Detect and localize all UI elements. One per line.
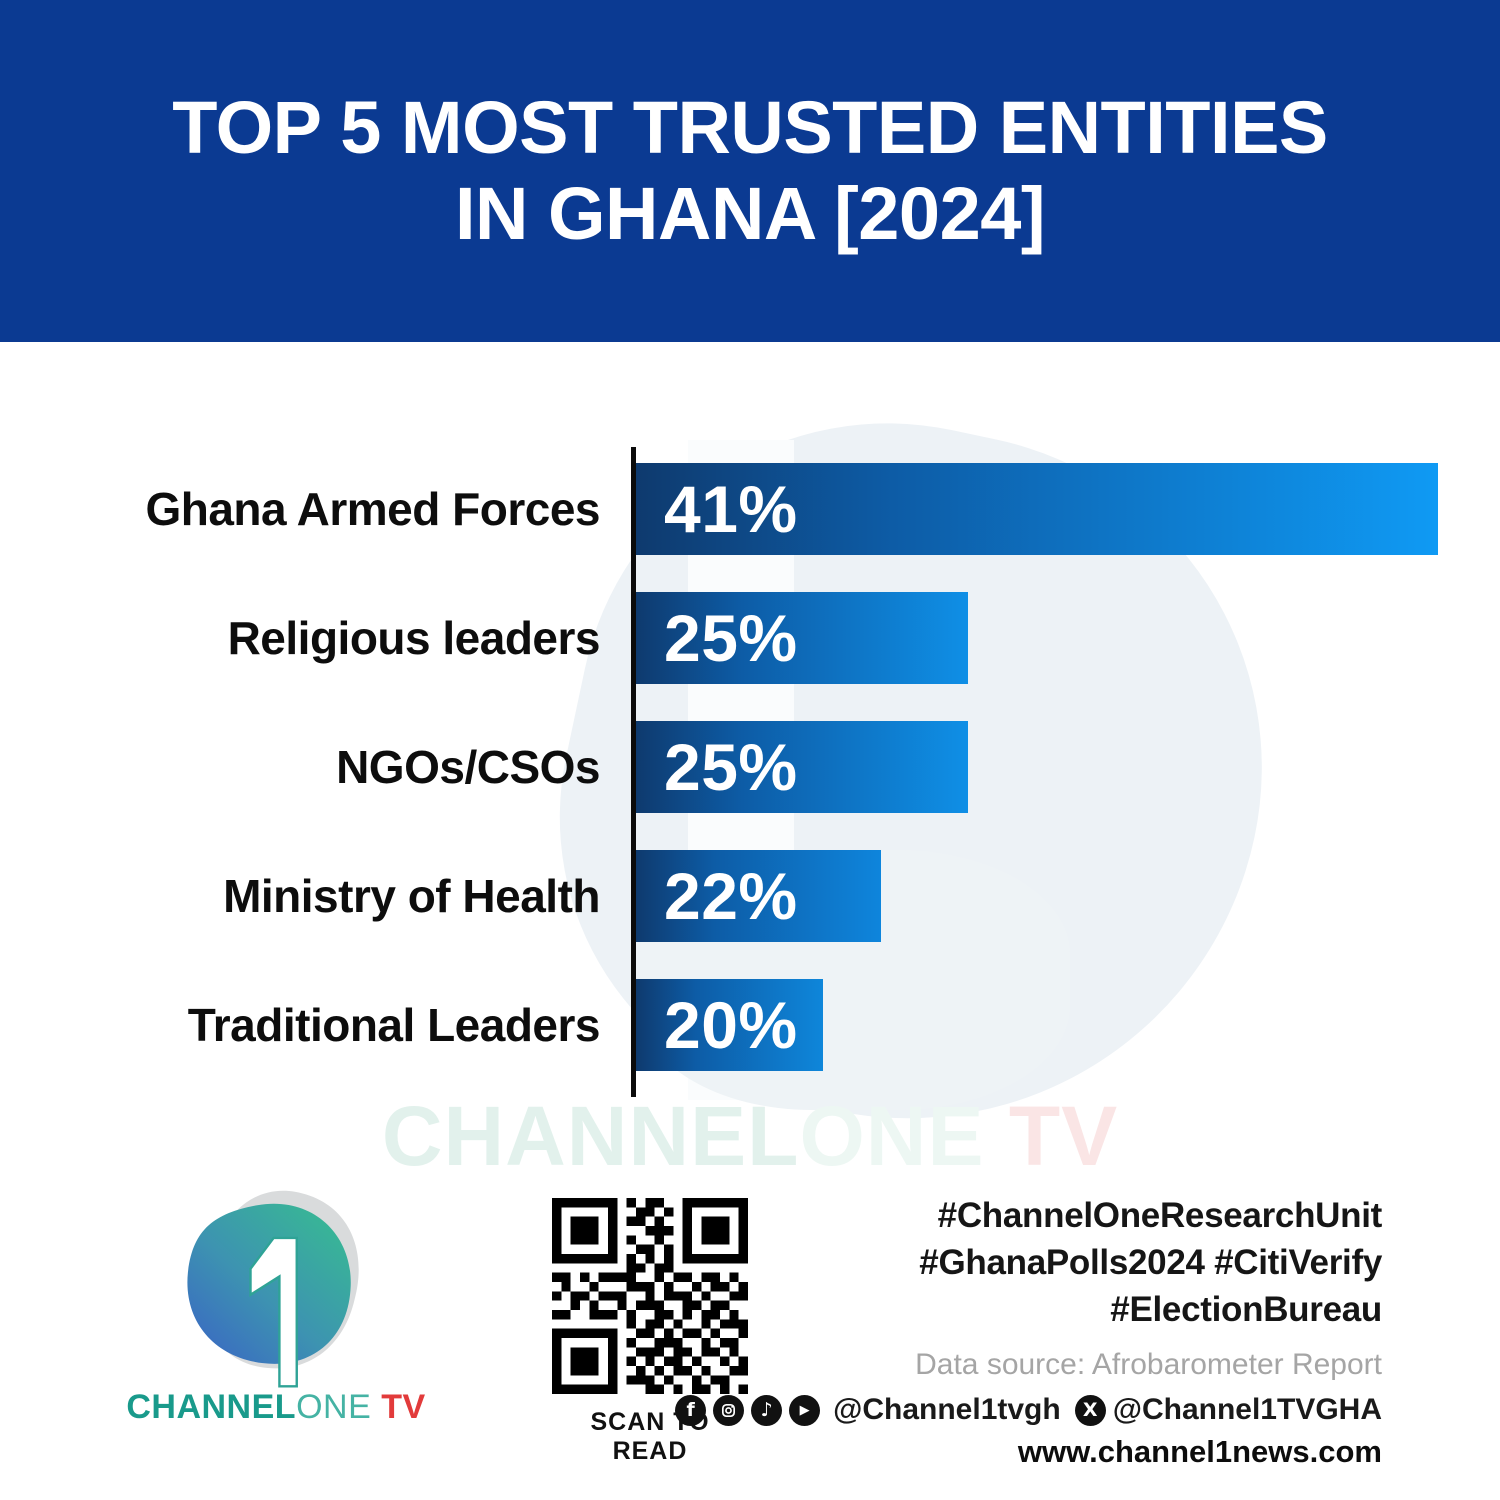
bar-value-label: 25% — [664, 730, 798, 804]
watermark-channel: CHANNEL — [381, 1089, 800, 1183]
x-icon: X — [1074, 1394, 1106, 1426]
hashtag-line: #ChannelOneResearchUnit — [937, 1196, 1383, 1235]
social-handle-x: @Channel1TVGHA — [1112, 1393, 1382, 1426]
bar-value-label: 22% — [664, 859, 798, 933]
logo-wordmark-one: ONE — [296, 1388, 372, 1426]
logo-wordmark-channel: CHANNEL — [126, 1388, 297, 1426]
instagram-icon — [713, 1394, 745, 1426]
bar-1: 25% — [636, 592, 968, 684]
channelone-tv-watermark: CHANNELONE TV — [150, 1088, 1350, 1185]
bar-2: 25% — [636, 721, 968, 813]
hashtag-line: #GhanaPolls2024 #CitiVerify — [919, 1243, 1382, 1282]
watermark-tv: TV — [984, 1089, 1119, 1183]
logo-wordmark: CHANNELONE TV — [108, 1388, 444, 1427]
chart-axis-line — [631, 447, 636, 1097]
bar-value-label: 25% — [664, 601, 798, 675]
facebook-icon: f — [675, 1394, 707, 1426]
hashtag-line: #ElectionBureau — [1110, 1290, 1382, 1329]
page-title-line2: IN GHANA [2024] — [454, 172, 1046, 255]
youtube-icon: ▶ — [789, 1394, 821, 1426]
footer-right-block: #ChannelOneResearchUnit #GhanaPolls2024 #… — [675, 1192, 1382, 1470]
category-label: Traditional Leaders — [187, 999, 601, 1051]
logo-numeral-one — [249, 1236, 298, 1388]
tiktok-icon: ♪ — [751, 1394, 783, 1426]
bar-4: 20% — [636, 979, 823, 1071]
bar-value-label: 41% — [664, 472, 798, 546]
category-label: Religious leaders — [227, 612, 601, 664]
qr-code — [552, 1198, 748, 1394]
bar-0: 41% — [636, 463, 1438, 555]
category-label: NGOs/CSOs — [336, 741, 600, 793]
qr-block: SCAN TO READ — [552, 1198, 748, 1466]
website-url: www.channel1news.com — [1017, 1434, 1382, 1469]
logo-wordmark-tv: TV — [371, 1388, 426, 1426]
bar-3: 22% — [636, 850, 881, 942]
page-title-line1: TOP 5 MOST TRUSTED ENTITIES — [172, 86, 1328, 169]
data-source: Data source: Afrobarometer Report — [915, 1348, 1382, 1381]
channel-one-logo — [187, 1190, 359, 1388]
title-banner: TOP 5 MOST TRUSTED ENTITIES IN GHANA [20… — [0, 0, 1500, 342]
bar-value-label: 20% — [664, 988, 798, 1062]
social-row: f ♪ ▶ @Channel1tvgh X @Channel1TVGHA — [675, 1393, 1382, 1427]
hashtags: #ChannelOneResearchUnit #GhanaPolls2024 #… — [880, 1192, 1382, 1333]
page-title: TOP 5 MOST TRUSTED ENTITIES IN GHANA [20… — [172, 85, 1328, 257]
category-label: Ministry of Health — [223, 870, 600, 922]
category-label: Ghana Armed Forces — [145, 483, 600, 535]
social-handle-main: @Channel1tvgh — [833, 1393, 1061, 1426]
watermark-one: ONE — [799, 1089, 985, 1183]
